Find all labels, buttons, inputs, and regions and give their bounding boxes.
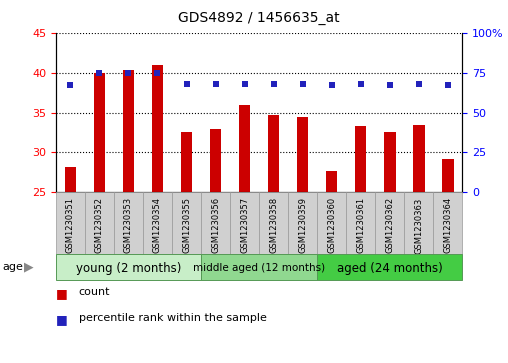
Text: GSM1230352: GSM1230352 [95, 197, 104, 253]
Text: percentile rank within the sample: percentile rank within the sample [79, 313, 267, 323]
Bar [56, 254, 201, 280]
Text: GDS4892 / 1456635_at: GDS4892 / 1456635_at [178, 11, 340, 25]
Text: GSM1230351: GSM1230351 [66, 197, 75, 253]
Text: GSM1230355: GSM1230355 [182, 197, 191, 253]
Text: GSM1230363: GSM1230363 [414, 197, 423, 254]
Text: count: count [79, 287, 110, 298]
Bar [143, 192, 172, 254]
Bar [201, 254, 317, 280]
Bar [346, 192, 375, 254]
Text: GSM1230354: GSM1230354 [153, 197, 162, 253]
Text: GSM1230362: GSM1230362 [385, 197, 394, 253]
Bar [122, 70, 134, 192]
Bar [114, 192, 143, 254]
Text: young (2 months): young (2 months) [76, 262, 181, 275]
Bar [288, 192, 317, 254]
Text: ■: ■ [56, 287, 68, 301]
Bar [152, 65, 163, 192]
Bar [404, 192, 433, 254]
Bar [268, 115, 279, 192]
Bar [317, 254, 462, 280]
Text: GSM1230358: GSM1230358 [269, 197, 278, 253]
Text: GSM1230357: GSM1230357 [240, 197, 249, 253]
Bar [375, 192, 404, 254]
Bar [442, 159, 454, 192]
Bar [201, 192, 230, 254]
Bar [384, 132, 396, 192]
Bar [317, 192, 346, 254]
Text: ■: ■ [56, 313, 68, 326]
Bar [355, 126, 366, 192]
Bar [413, 125, 425, 192]
Bar [85, 192, 114, 254]
Bar [181, 132, 193, 192]
Text: age: age [3, 262, 23, 272]
Text: middle aged (12 months): middle aged (12 months) [193, 264, 325, 273]
Text: GSM1230359: GSM1230359 [298, 197, 307, 253]
Text: ▶: ▶ [24, 261, 34, 274]
Text: GSM1230356: GSM1230356 [211, 197, 220, 253]
Bar [259, 192, 288, 254]
Bar [172, 192, 201, 254]
Bar [239, 105, 250, 192]
Bar [65, 167, 76, 192]
Bar [56, 192, 85, 254]
Text: aged (24 months): aged (24 months) [337, 262, 442, 275]
Text: GSM1230360: GSM1230360 [327, 197, 336, 253]
Text: GSM1230353: GSM1230353 [124, 197, 133, 253]
Bar [93, 73, 105, 192]
Bar [210, 129, 221, 192]
Text: GSM1230361: GSM1230361 [356, 197, 365, 253]
Bar [230, 192, 259, 254]
Bar [297, 117, 308, 192]
Bar [433, 192, 462, 254]
Bar [326, 171, 337, 192]
Text: GSM1230364: GSM1230364 [443, 197, 452, 253]
